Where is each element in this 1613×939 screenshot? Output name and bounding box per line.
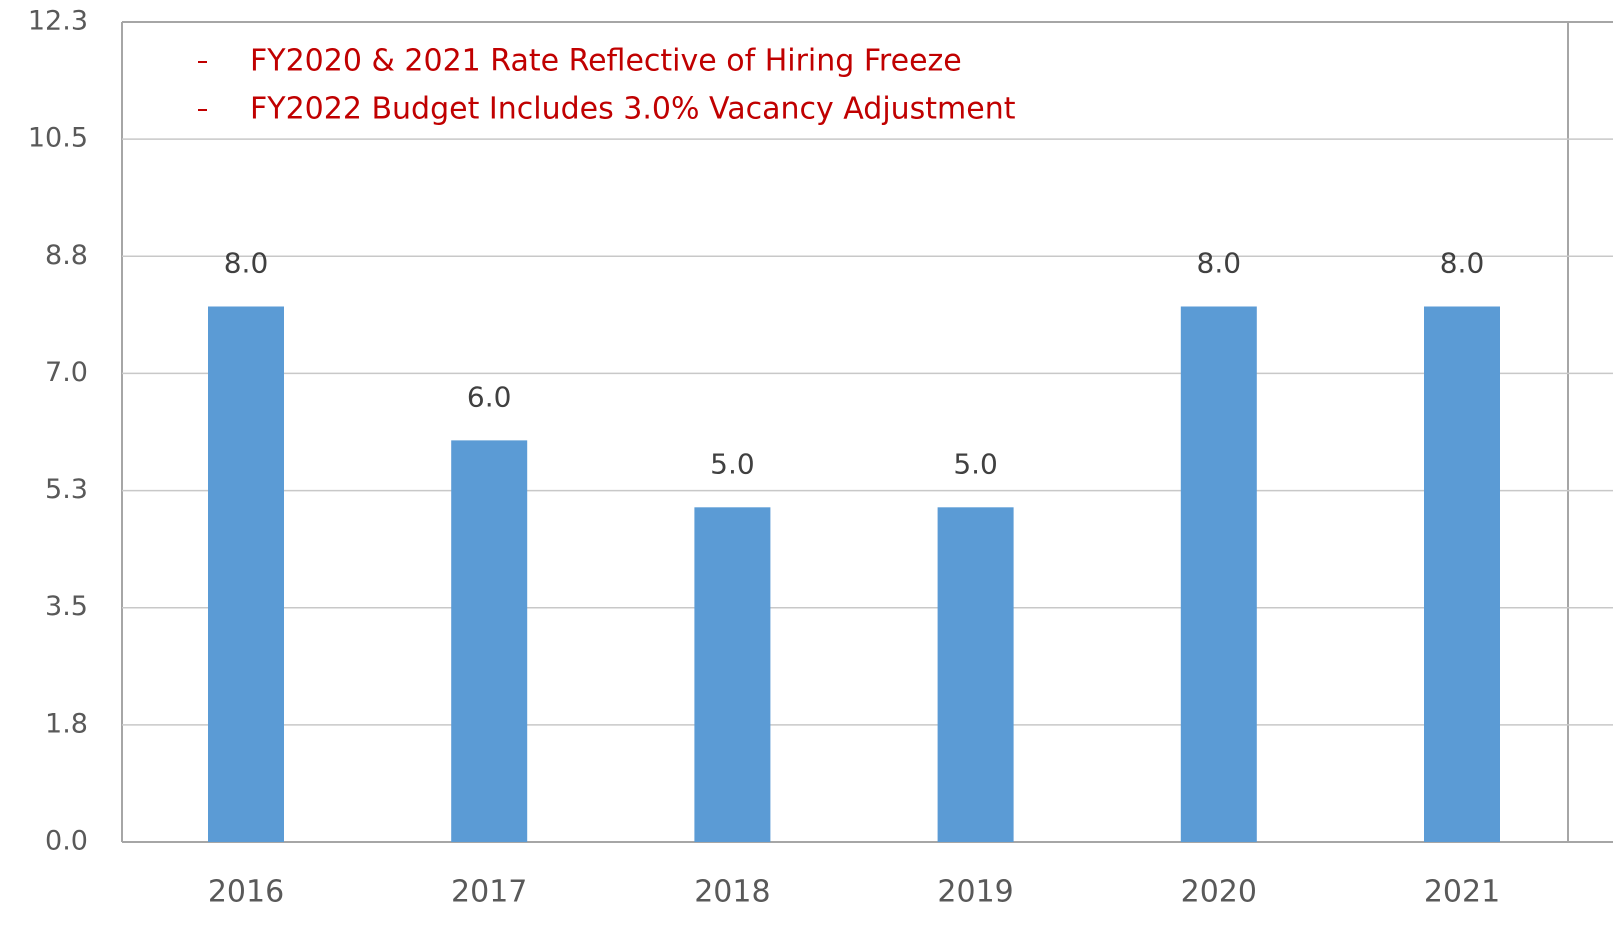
x-tick-label: 2017 [451, 875, 527, 910]
data-label: 8.0 [224, 246, 269, 279]
bar [451, 440, 528, 842]
data-label: 8.0 [1197, 246, 1242, 279]
data-label: 5.0 [953, 447, 998, 480]
x-tick-label: 2018 [694, 875, 770, 910]
bar [937, 507, 1014, 842]
annotation: FY2022 Budget Includes 3.0% Vacancy Adju… [250, 92, 1016, 127]
y-tick-label: 3.5 [45, 591, 88, 622]
y-tick-label: 8.8 [45, 240, 88, 271]
x-tick-label: 2021 [1424, 875, 1500, 910]
y-tick-label: 1.8 [45, 708, 88, 739]
data-label: 5.0 [710, 447, 755, 480]
bar [208, 306, 284, 842]
y-tick-label: 7.0 [45, 357, 88, 388]
bar [694, 507, 771, 842]
x-tick-label: 2016 [208, 875, 284, 910]
y-tick-label: 12.3 [28, 6, 88, 37]
y-tick-label: 5.3 [45, 474, 88, 505]
data-label: 6.0 [467, 380, 512, 413]
data-label: 8.0 [1440, 246, 1485, 279]
annotation: FY2020 & 2021 Rate Reflective of Hiring … [250, 44, 962, 79]
bar [1180, 306, 1257, 842]
y-tick-label: 0.0 [45, 826, 88, 857]
x-tick-label: 2019 [937, 875, 1013, 910]
x-tick-label: 2020 [1181, 875, 1257, 910]
y-tick-label: 10.5 [28, 123, 88, 154]
bar [1424, 306, 1500, 842]
